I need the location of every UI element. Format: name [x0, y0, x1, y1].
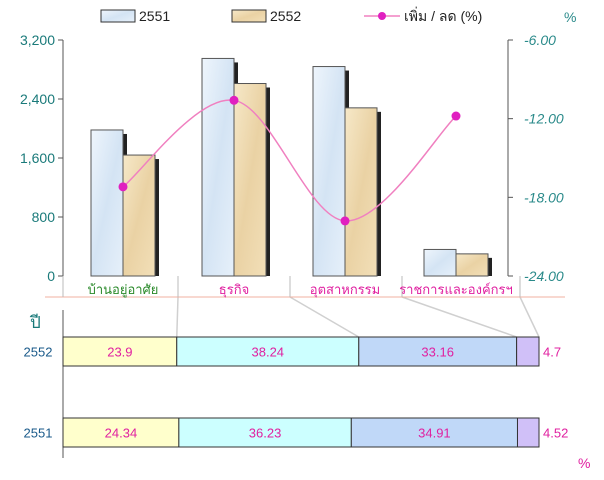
category-label: ราชการและองค์กรฯ — [399, 282, 513, 297]
right-axis-tick-label: -6.00 — [524, 32, 556, 48]
bar-2552 — [233, 83, 267, 277]
stack-segment — [176, 336, 360, 367]
right-axis-tick-label: -24.00 — [524, 268, 564, 284]
stack-segment — [516, 336, 540, 367]
legend-swatch-2552 — [231, 9, 267, 23]
stack-segment-label: 38.24 — [252, 345, 285, 360]
connector-line — [401, 296, 517, 338]
bar-2552 — [455, 253, 489, 277]
legend-swatch-2551 — [100, 9, 136, 23]
right-axis-tick-label: -12.00 — [524, 111, 564, 127]
line-series-point — [229, 95, 239, 105]
category-label: บ้านอยู่อาศัย — [88, 282, 159, 298]
stack-unit: % — [578, 455, 590, 471]
left-axis-tick-label: 3,200 — [20, 32, 55, 48]
line-series-path — [122, 99, 457, 222]
right-axis-tick-label: -18.00 — [524, 189, 564, 205]
bar-2551 — [90, 129, 124, 277]
connector-line — [176, 296, 179, 338]
category-label: ธุรกิจ — [219, 282, 249, 298]
stack-segment-label: 4.7 — [543, 345, 561, 360]
right-axis-unit: % — [564, 9, 576, 25]
legend-label-2551: 2551 — [139, 8, 170, 24]
stack-segment — [62, 336, 178, 367]
stack-segment — [516, 417, 540, 448]
legend-label-2552: 2552 — [270, 8, 301, 24]
stack-row-label: 2551 — [24, 426, 53, 441]
bar-2551 — [201, 57, 235, 277]
stack-segment-label: 23.9 — [107, 345, 132, 360]
legend-label-line: เพิ่ม / ลด (%) — [404, 7, 482, 24]
bar-2551 — [312, 66, 346, 277]
stack-segment — [358, 336, 518, 367]
left-axis-tick-label: 1,600 — [20, 150, 55, 166]
left-axis-tick-label: 2,400 — [20, 91, 55, 107]
connector-line — [289, 296, 360, 338]
stack-row-label: 2552 — [24, 345, 53, 360]
stack-segment — [350, 417, 518, 448]
stack-segment — [62, 417, 180, 448]
stack-segment-label: 34.91 — [418, 426, 451, 441]
stack-segment — [178, 417, 352, 448]
line-series-point — [118, 182, 128, 192]
bar-2551 — [423, 248, 457, 277]
left-axis-tick-label: 800 — [32, 209, 56, 225]
stack-segment-label: 33.16 — [421, 345, 454, 360]
bar-2552 — [344, 107, 378, 277]
stack-segment-label: 24.34 — [105, 426, 138, 441]
legend-line-marker — [378, 12, 386, 20]
stack-segment-label: 4.52 — [543, 426, 568, 441]
line-series-point — [451, 111, 461, 121]
row-axis-label: ปี — [29, 313, 41, 332]
left-axis-tick-label: 0 — [47, 268, 55, 284]
line-series-point — [340, 216, 350, 226]
category-label: อุตสาหกรรม — [310, 282, 380, 298]
stack-segment-label: 36.23 — [249, 426, 282, 441]
connector-line — [519, 296, 540, 338]
bar-2552 — [122, 154, 156, 277]
